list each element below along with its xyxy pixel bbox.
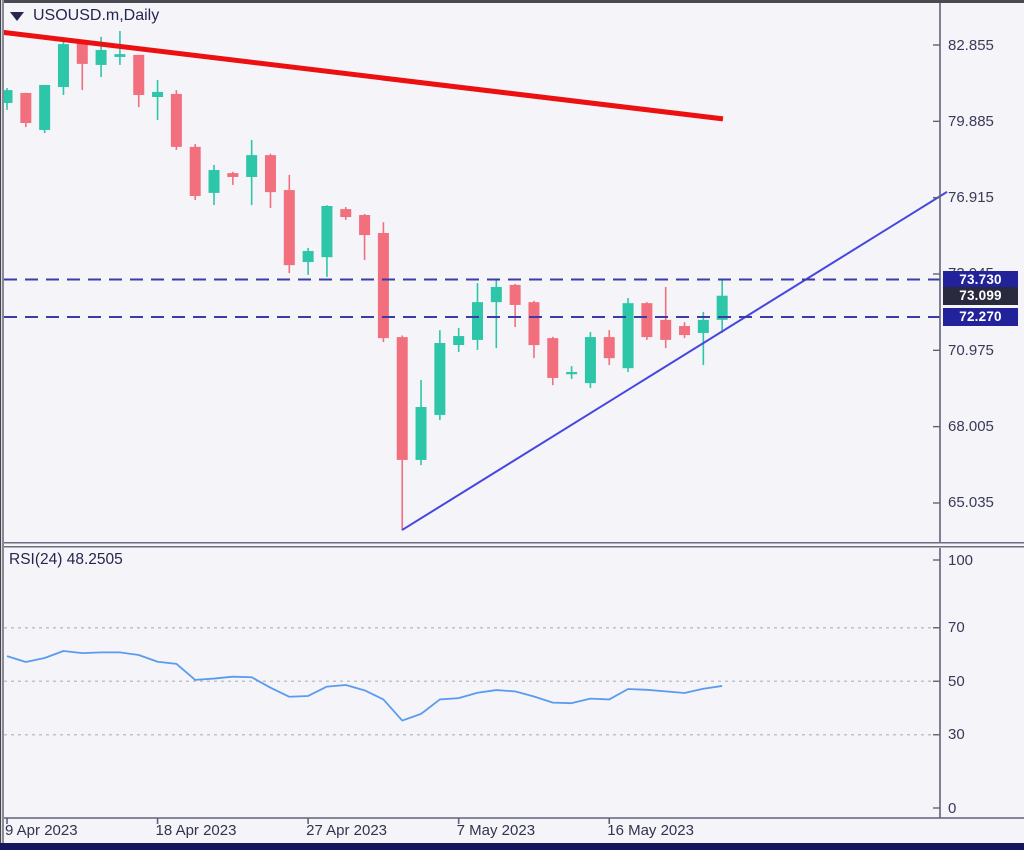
candle-body [95,50,107,65]
candle-body [584,337,596,384]
candle-body [76,43,88,64]
panel-splitter[interactable] [0,542,1024,548]
candle-body [302,250,314,263]
candle-body [396,337,408,460]
candle-body [359,215,371,236]
candle-body [57,44,69,88]
candle-body [208,170,220,193]
trendline-descending-resistance[interactable] [0,29,724,122]
candle-body [189,146,201,196]
rsi-line [6,650,723,722]
candle-body [434,342,446,415]
candle-body [641,303,653,338]
trendline-ascending-support[interactable] [401,191,948,531]
window-frame-top [0,0,1024,3]
symbol-timeframe-label: USOUSD.m,Daily [33,7,160,24]
rsi-indicator-label[interactable]: RSI(24) 48.2505 [9,551,123,568]
candle-body [528,302,540,346]
candle-body [622,303,634,369]
candle-body [716,295,728,320]
candle-body [170,93,182,147]
chart-title: USOUSD.m,Daily [10,7,159,25]
candle-body [472,302,483,340]
candle-body [1,90,13,103]
candle-body [453,336,465,346]
candle-body [114,54,126,57]
candle-body [509,284,521,305]
candle-body [490,286,502,303]
window-frame-left [0,0,4,850]
candle-body [679,326,691,336]
candle-body [283,190,295,266]
candle-body [697,319,709,333]
candle-body [152,91,164,98]
candle-body [227,173,239,177]
candle-body [547,338,559,378]
candle-body [603,337,615,359]
candle-body [566,372,578,375]
candle-body [246,155,258,177]
candle-body [340,209,352,218]
candle-body [415,406,427,460]
window-frame-bottom [0,843,1024,850]
candle-body [39,84,51,130]
candle-body [660,319,672,340]
candle-body [20,92,32,123]
candle-body [133,54,145,95]
candle-body [264,155,276,193]
candle-body [321,206,333,258]
symbol-dropdown-icon[interactable] [10,11,24,21]
candle-body [377,232,389,339]
